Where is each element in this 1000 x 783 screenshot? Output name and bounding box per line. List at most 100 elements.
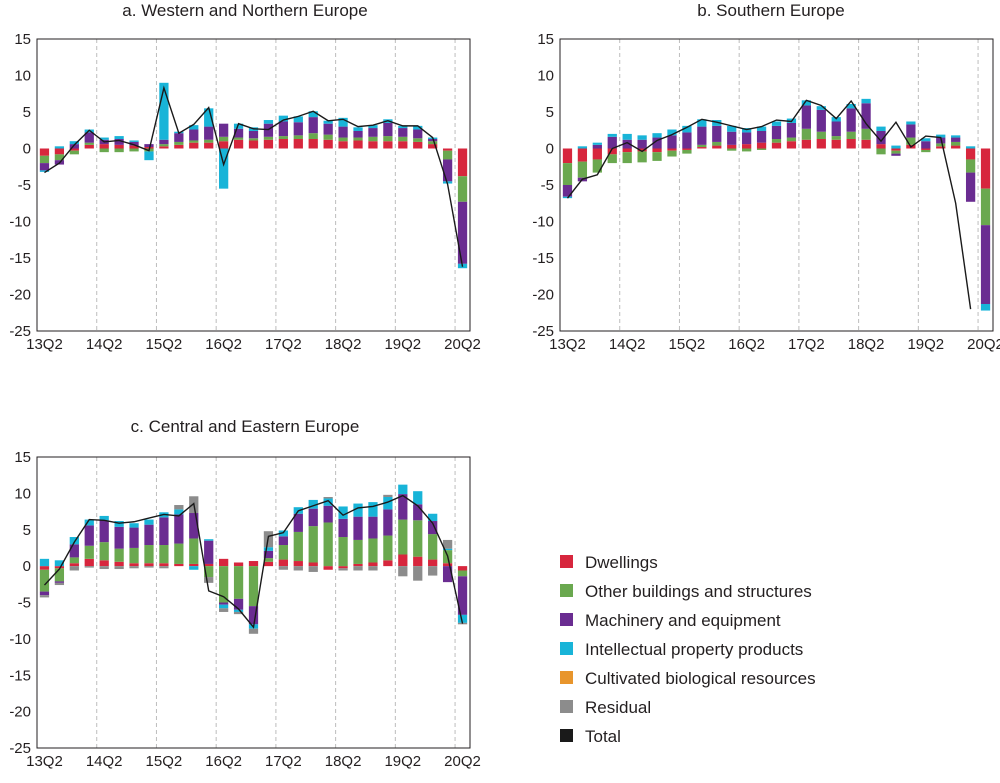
bar-segment [413,138,423,142]
bar-segment [174,509,184,515]
bar-segment [921,138,931,142]
bar-segment [144,566,154,568]
plot-frame [36,456,471,749]
bar-segment [921,149,931,153]
bar-segment [413,504,423,521]
bar-segment [742,148,752,152]
bar-segment [383,560,393,567]
bar-segment [54,582,65,586]
bar-segment [159,563,169,567]
bar-segment [831,136,841,140]
bar-segment [682,125,692,133]
bar-segment [428,141,438,145]
y-tick-label: 10 [14,68,31,85]
bar-segment [577,146,588,149]
bar-segment [562,163,573,185]
bar-segment [323,123,333,135]
bar-segment [69,563,79,567]
bar-segment [308,117,318,134]
x-tick-label: 17Q2 [265,336,302,353]
bar-segment [263,136,274,140]
bar-segment [84,132,94,143]
bar-segment [667,150,677,157]
bar-segment [219,602,229,605]
bar-segment [39,566,50,570]
bar-segment [771,139,782,143]
y-tick-label: -10 [9,214,31,231]
y-tick-label: 5 [546,104,554,121]
legend-label-ip-products: Intellectual property products [585,640,803,659]
y-tick-label: -5 [18,177,31,194]
bar-segment [189,563,199,567]
bar-segment [129,547,139,564]
bar-segment [816,139,826,149]
bar-segment [69,544,79,558]
bar-segment [712,120,722,126]
bar-segment [308,566,318,572]
y-tick-label: -20 [9,287,31,304]
bar-segment [174,563,184,567]
bar-segment [951,141,961,146]
bar-segment [204,563,214,567]
bar-segment [457,148,468,177]
panel-title: c. Central and Eastern Europe [131,417,360,436]
bar-segment [398,484,408,495]
x-tick-label: 17Q2 [265,753,302,770]
x-tick-label: 15Q2 [146,753,183,770]
bar-segment [383,494,393,498]
bar-segment [129,523,139,528]
legend-swatch [560,555,573,568]
bar-segment [667,129,677,136]
bar-segment [129,566,139,569]
bar-segment [652,137,662,149]
bar-segment [592,148,602,160]
bar-segment [861,128,871,140]
bar-segment [39,558,50,567]
bar-segment [846,108,856,132]
bar-segment [159,146,169,149]
bar-segment [876,130,886,145]
bar-segment [383,136,393,142]
legend-swatch [560,700,573,713]
bar-segment [816,109,826,132]
bar-segment [756,130,767,143]
bar-segment [457,576,468,615]
bar-segment [398,136,408,142]
bar-segment [174,505,184,510]
bar-segment [278,136,288,140]
total-line [566,99,972,310]
bar-segment [353,130,363,138]
bar-segment [756,126,767,131]
bar-segment [189,538,199,564]
x-tick-label: 20Q2 [967,336,1000,353]
bar-segment [278,530,288,537]
bar-segment [174,543,184,564]
bar-segment [637,135,647,140]
bar-segment [697,119,707,127]
bar-segment [159,144,169,147]
bar-segment [233,609,244,612]
bar-segment [189,125,199,130]
bar-segment [338,126,348,138]
bar-segment [84,566,94,568]
bar-segment [204,142,214,149]
y-tick-label: -10 [532,214,554,231]
bar-segment [637,148,647,152]
bar-segment [54,581,65,583]
x-tick-label: 19Q2 [384,753,421,770]
bar-segment [442,539,453,549]
bar-segment [682,132,692,149]
bar-segment [263,139,274,149]
bar-segment [114,561,124,567]
y-tick-label: 0 [546,141,554,158]
bar-segment [368,538,378,563]
bar-segment [69,148,79,151]
bar-segment [801,139,811,149]
bar-segment [368,566,378,571]
bar-segment [204,566,214,578]
bar-segment [129,527,139,548]
bar-segment [323,120,333,124]
bar-segment [69,537,79,545]
bar-segment [189,140,199,143]
bar-segment [248,628,259,634]
